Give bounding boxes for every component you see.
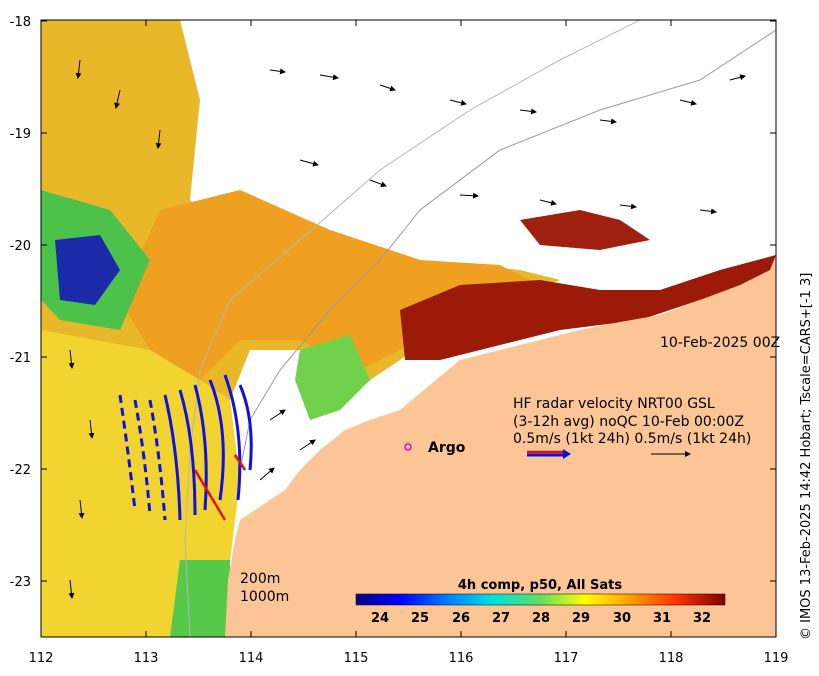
colorbar-tick: 27 [492, 611, 510, 626]
current-arrows [68, 59, 746, 599]
y-axis [41, 20, 776, 582]
x-tick-label: 117 [554, 651, 579, 666]
map-plot-area [41, 20, 776, 637]
legend-line-1: HF radar velocity NRT00 GSL [513, 396, 715, 412]
colorbar-tick: 28 [532, 611, 550, 626]
colorbar-tick: 32 [693, 611, 711, 626]
y-tick-label: -18 [10, 15, 31, 30]
legend-scale-arrows [527, 449, 691, 459]
y-tick-label: -23 [10, 575, 31, 590]
colorbar-tick: 29 [572, 611, 590, 626]
side-caption: © IMOS 13-Feb-2025 14:42 Hobart; Tscale=… [799, 273, 814, 640]
colorbar [355, 593, 726, 606]
sst-red-north [520, 210, 650, 250]
legend-line-2: (3-12h avg) noQC 10-Feb 00:00Z [513, 414, 744, 430]
sst-blue-patch [55, 235, 120, 305]
x-axis [40, 20, 777, 637]
bathy-contour-200m [239, 29, 776, 471]
y-tick-label: -20 [10, 239, 31, 254]
x-tick-label: 118 [659, 651, 684, 666]
x-tick-label: 112 [29, 651, 54, 666]
colorbar-tick: 31 [653, 611, 671, 626]
sst-red-east [400, 255, 776, 360]
land-mass [225, 255, 776, 637]
y-tick-label: -21 [10, 351, 31, 366]
x-tick-label: 116 [449, 651, 474, 666]
colorbar-tick: 25 [411, 611, 429, 626]
sst-green-inshore [295, 335, 370, 420]
legend-line-3: 0.5m/s (1kt 24h) 0.5m/s (1kt 24h) [513, 431, 751, 447]
contour-label-200m: 200m [240, 571, 280, 587]
colorbar-tick: 30 [613, 611, 631, 626]
plot-frame [40, 19, 777, 638]
argo-marker [404, 443, 412, 451]
y-tick-label: -22 [10, 463, 31, 478]
x-tick-label: 119 [764, 651, 789, 666]
contour-label-1000m: 1000m [240, 589, 289, 605]
bathy-contour-1000m [184, 20, 641, 637]
colorbar-tick: 26 [452, 611, 470, 626]
sst-green-southwest [170, 560, 230, 637]
argo-label: Argo [428, 440, 466, 456]
date-label: 10-Feb-2025 00Z [660, 335, 780, 351]
x-tick-label: 114 [239, 651, 264, 666]
colorbar-title: 4h comp, p50, All Sats [458, 578, 622, 593]
hf-radar-red-arrows [193, 454, 247, 521]
x-tick-label: 113 [134, 651, 159, 666]
y-tick-label: -19 [10, 127, 31, 142]
x-tick-label: 115 [344, 651, 369, 666]
colorbar-tick: 24 [371, 611, 389, 626]
hf-radar-arrows [118, 374, 253, 521]
